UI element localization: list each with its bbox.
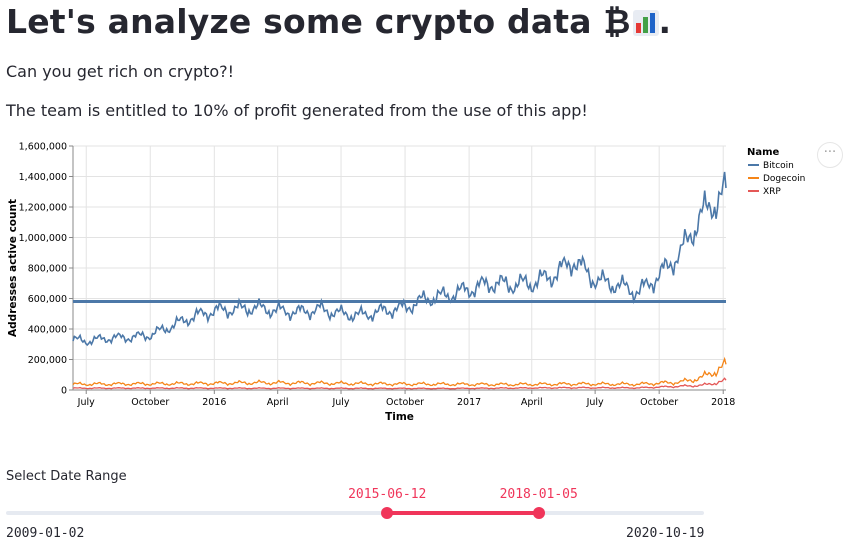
page-title-end: .: [658, 2, 672, 41]
x-tick-label: October: [386, 397, 424, 408]
y-tick-label: 1,200,000: [19, 203, 67, 214]
legend-label: XRP: [763, 187, 781, 197]
chart-container: 0 200,000 400,000 600,000 800,000 1,000,000 1,…: [0, 135, 864, 425]
x-tick-label: 2018: [711, 397, 735, 408]
x-tick-label: July: [331, 397, 349, 408]
y-tick-label: 600,000: [28, 294, 67, 305]
slider-end-value: 2018-01-05: [499, 487, 578, 502]
x-tick-label: July: [586, 397, 604, 408]
y-tick-label: 1,400,000: [19, 172, 67, 183]
slider-track[interactable]: [6, 511, 704, 515]
y-tick-label: 1,000,000: [19, 233, 67, 244]
series-line-dogecoin: [72, 356, 727, 387]
x-tick-label: October: [640, 397, 678, 408]
y-tick-label: 200,000: [28, 355, 67, 366]
slider-min-label: 2009-01-02: [6, 526, 85, 541]
legend-label: Bitcoin: [763, 161, 794, 171]
chart-actions-menu-button[interactable]: ···: [817, 142, 843, 168]
slider-label: Select Date Range: [6, 469, 127, 484]
x-axis-title: Time: [385, 411, 414, 423]
notice-text: The team is entitled to 10% of profit ge…: [6, 101, 588, 120]
x-tick-label: October: [131, 397, 169, 408]
page-title: Let's analyze some crypto data ₿.: [6, 2, 671, 41]
slider-start-value: 2015-06-12: [348, 487, 427, 502]
line-chart: 0 200,000 400,000 600,000 800,000 1,000,000 1,…: [7, 142, 805, 424]
x-tick-label: 2016: [202, 397, 226, 408]
series-line-xrp: [72, 377, 727, 390]
x-tick-label: April: [521, 397, 543, 408]
series-line-bitcoin: [72, 171, 727, 347]
slider-selected-range: [387, 511, 539, 515]
legend-label: Dogecoin: [763, 174, 805, 184]
x-tick-label: July: [77, 397, 95, 408]
slider-max-label: 2020-10-19: [626, 526, 705, 541]
x-tick-label: April: [267, 397, 289, 408]
y-tick-label: 0: [61, 386, 67, 397]
x-tick-label: 2017: [457, 397, 481, 408]
y-axis-title: Addresses active count: [7, 199, 19, 337]
page-title-text: Let's analyze some crypto data ₿: [6, 2, 631, 41]
subtitle-text: Can you get rich on crypto?!: [6, 62, 235, 81]
y-tick-label: 1,600,000: [19, 142, 67, 153]
slider-start-handle[interactable]: [381, 507, 394, 519]
legend-title: Name: [747, 147, 780, 158]
slider-end-handle[interactable]: [532, 507, 545, 519]
y-tick-label: 800,000: [28, 264, 67, 275]
y-tick-label: 400,000: [28, 325, 67, 336]
bar-chart-icon: [632, 10, 659, 36]
